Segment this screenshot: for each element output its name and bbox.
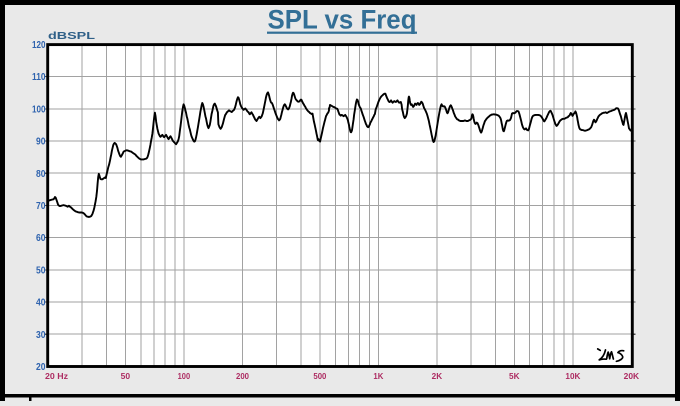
svg-text:10K: 10K xyxy=(565,371,581,381)
svg-text:90: 90 xyxy=(36,137,46,148)
svg-text:SPL vs Freq: SPL vs Freq xyxy=(268,5,417,35)
svg-text:2K: 2K xyxy=(432,371,443,381)
svg-text:200: 200 xyxy=(236,371,249,381)
svg-text:110: 110 xyxy=(32,72,46,83)
svg-text:500: 500 xyxy=(313,371,326,381)
svg-text:5K: 5K xyxy=(509,371,520,381)
svg-text:20K: 20K xyxy=(624,371,640,381)
svg-text:50: 50 xyxy=(36,265,46,276)
svg-text:70: 70 xyxy=(36,201,46,212)
svg-text:40: 40 xyxy=(36,298,46,309)
svg-text:dBSPL: dBSPL xyxy=(48,31,95,42)
svg-text:60: 60 xyxy=(36,233,46,244)
svg-text:120: 120 xyxy=(32,40,46,51)
svg-text:20: 20 xyxy=(36,362,46,373)
svg-text:80: 80 xyxy=(36,169,46,180)
svg-text:20 Hz: 20 Hz xyxy=(45,371,68,381)
svg-text:100: 100 xyxy=(178,371,191,381)
svg-text:30: 30 xyxy=(36,330,46,341)
svg-text:1K: 1K xyxy=(373,371,384,381)
svg-text:50: 50 xyxy=(121,371,131,381)
svg-text:100: 100 xyxy=(32,104,46,115)
